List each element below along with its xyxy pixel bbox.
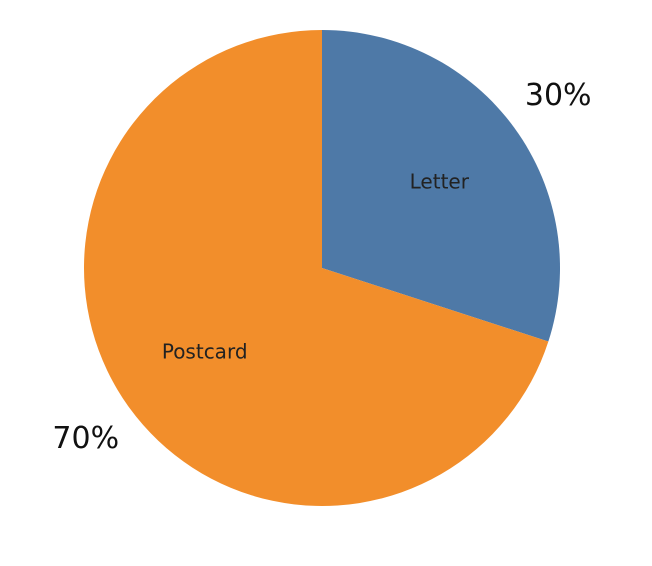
labels-layer: Letter 30% Postcard 70% <box>52 78 591 456</box>
pie-slice-postcard <box>84 30 549 506</box>
slice-percent-label-letter: 30% <box>525 78 592 113</box>
slice-name-label-letter: Letter <box>410 169 470 193</box>
slices-layer <box>84 30 560 506</box>
slice-name-label-postcard: Postcard <box>162 340 248 364</box>
pie-slice-letter <box>322 30 560 342</box>
slice-percent-label-postcard: 70% <box>52 421 119 456</box>
